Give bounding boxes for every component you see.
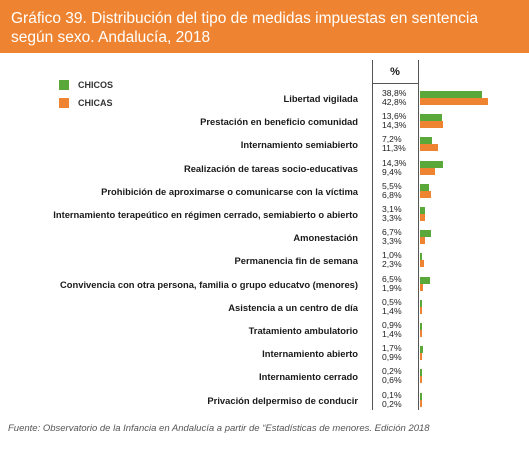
- category-label: Convivencia con otra persona, familia o …: [60, 278, 358, 290]
- category-label: Prohibición de aproximarse o comunicarse…: [101, 185, 358, 197]
- category-label: Internamiento semiabierto: [240, 139, 358, 151]
- bar-chicos: [420, 114, 442, 122]
- value-label-chicos: 14,3%: [382, 157, 407, 168]
- bar-chicos: [420, 160, 443, 168]
- bar-chicas: [420, 283, 424, 291]
- value-label-chicas: 0,2%: [382, 398, 402, 409]
- value-label-chicos: 6,5%: [382, 273, 402, 284]
- bar-chicos: [420, 392, 422, 400]
- chart-title-line-2: según sexo. Andalucía, 2018: [11, 29, 211, 46]
- bar-chicas: [420, 144, 439, 152]
- chart-title-line-1: Gráfico 39. Distribución del tipo de med…: [11, 10, 478, 27]
- legend-label-chicos: CHICOS: [78, 80, 114, 90]
- value-label-chicos: 3,1%: [382, 204, 402, 214]
- bar-chicas: [420, 121, 443, 129]
- value-label-chicas: 1,4%: [382, 305, 402, 316]
- value-label-chicos: 7,2%: [382, 134, 402, 145]
- value-label-chicas: 3,3%: [382, 213, 402, 223]
- bar-chicas: [420, 237, 426, 245]
- value-label-chicas: 0,6%: [382, 375, 402, 386]
- table-header-rule: [372, 83, 419, 84]
- bar-chicos: [420, 369, 422, 377]
- bar-chicas: [420, 260, 424, 268]
- value-label-chicos: 1,7%: [382, 343, 402, 354]
- value-label-chicas: 9,4%: [382, 166, 402, 177]
- category-label: Realización de tareas socio-educativas: [183, 162, 358, 174]
- value-label-chicas: 1,9%: [382, 282, 402, 293]
- value-label-chicas: 6,8%: [382, 189, 402, 200]
- category-label: Amonestación: [293, 232, 358, 244]
- value-label-chicas: 42,8%: [382, 97, 407, 107]
- table-divider-right: [418, 60, 419, 410]
- bar-chicas: [420, 214, 426, 221]
- value-label-chicos: 0,5%: [382, 296, 402, 307]
- category-label: Internamiento abierto: [262, 348, 358, 360]
- legend-label-chicas: CHICAS: [78, 98, 113, 108]
- bar-chicas: [420, 399, 422, 407]
- legend-swatch-chicos: [59, 80, 69, 90]
- value-label-chicos: 5,5%: [382, 180, 402, 191]
- category-label: Tratamiento ambulatorio: [248, 325, 358, 336]
- value-label-chicas: 2,3%: [382, 259, 402, 270]
- value-label-chicos: 0,1%: [382, 389, 402, 400]
- value-label-chicos: 0,9%: [382, 320, 402, 330]
- bar-chicos: [420, 91, 483, 98]
- category-label: Internamiento cerrado: [259, 371, 358, 383]
- bar-chicas: [420, 167, 436, 175]
- table-divider-left: [372, 60, 373, 410]
- bar-chicas: [420, 190, 431, 198]
- category-label: Asistencia a un centro de día: [228, 301, 358, 313]
- bar-chicos: [420, 253, 422, 261]
- bar-chicas: [420, 330, 423, 337]
- percent-column-header: %: [390, 66, 400, 78]
- value-label-chicos: 1,0%: [382, 250, 402, 261]
- value-label-chicos: 38,8%: [382, 88, 407, 98]
- category-label: Privación delpermiso de conducir: [207, 394, 358, 406]
- bar-chicas: [420, 306, 423, 314]
- bar-chicos: [420, 207, 425, 214]
- bar-chicos: [420, 299, 422, 307]
- bar-chicos: [420, 346, 423, 354]
- value-label-chicos: 13,6%: [382, 111, 407, 122]
- bar-chicas: [420, 353, 422, 361]
- bar-chicos: [420, 276, 431, 284]
- chart-header: Gráfico 39. Distribución del tipo de med…: [0, 0, 529, 53]
- category-label: Prestación en beneficio comunidad: [200, 116, 358, 128]
- category-label: Permanencia fin de semana: [234, 255, 359, 267]
- value-label-chicas: 1,4%: [382, 329, 402, 339]
- category-label: Internamiento terapeútico en régimen cer…: [53, 209, 358, 220]
- bar-chicos: [420, 323, 422, 330]
- value-label-chicas: 3,3%: [382, 236, 402, 247]
- source-footer: Fuente: Observatorio de la Infancia en A…: [8, 423, 430, 434]
- bar-chicos: [420, 230, 431, 238]
- legend-swatch-chicas: [59, 98, 69, 108]
- value-label-chicas: 0,9%: [382, 352, 402, 363]
- bar-chicos: [420, 137, 432, 145]
- value-label-chicos: 0,2%: [382, 366, 402, 377]
- bar-chicas: [420, 376, 422, 384]
- value-label-chicos: 6,7%: [382, 227, 402, 238]
- category-label: Libertad vigilada: [283, 93, 359, 104]
- value-label-chicas: 14,3%: [382, 120, 407, 131]
- value-label-chicas: 11,3%: [382, 143, 406, 154]
- bar-chicos: [420, 183, 429, 191]
- bar-chicas: [420, 98, 489, 105]
